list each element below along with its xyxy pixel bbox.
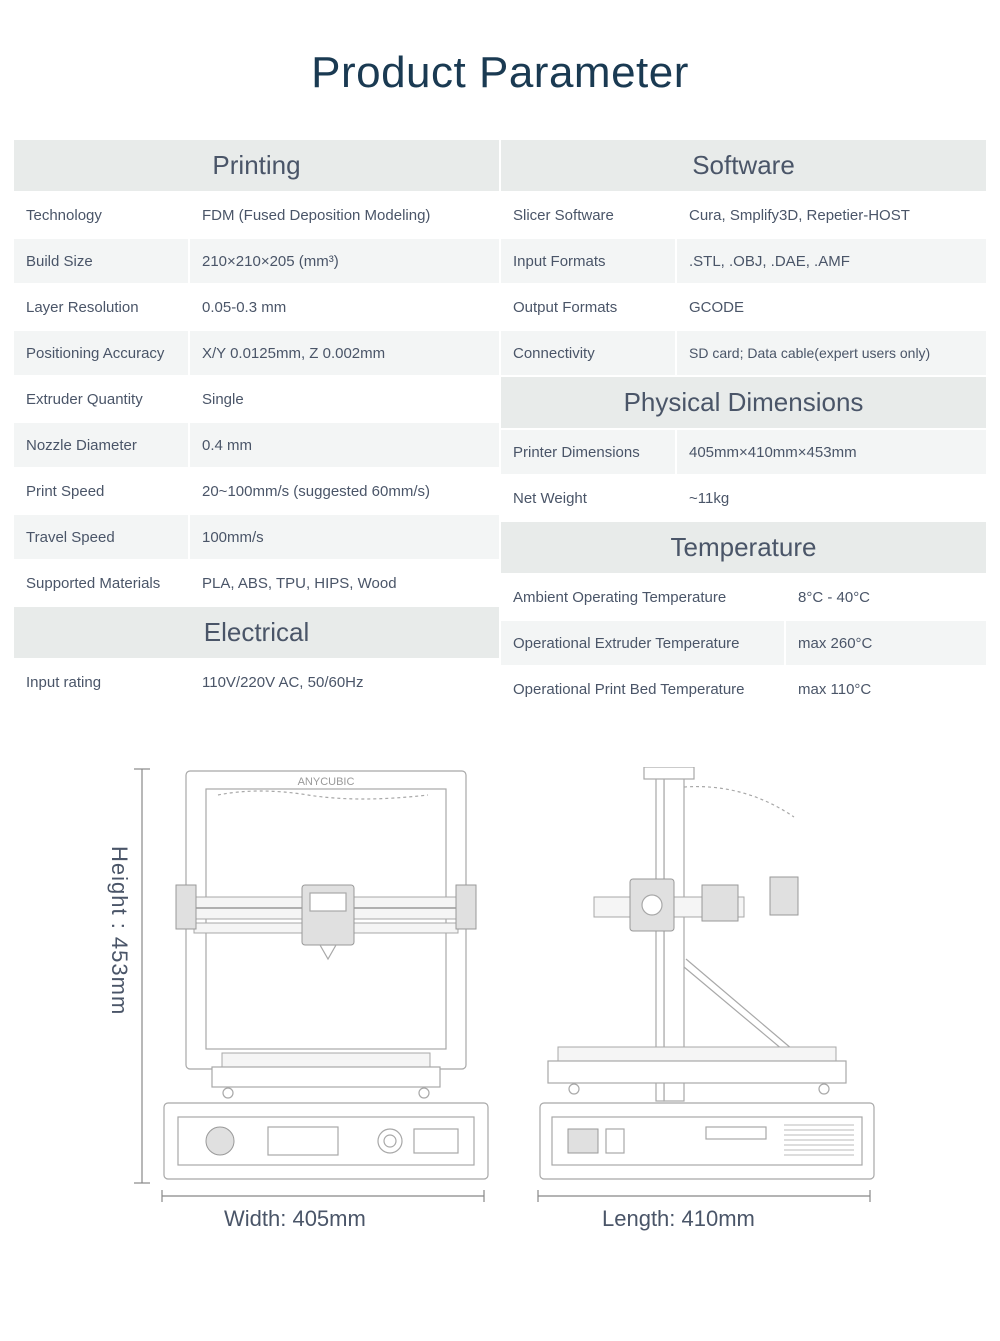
table-row: TechnologyFDM (Fused Deposition Modeling… <box>14 193 499 239</box>
electrical-header: Electrical <box>14 607 499 660</box>
spec-value: ~11kg <box>677 476 986 520</box>
table-row: Travel Speed100mm/s <box>14 515 499 561</box>
spec-value: .STL, .OBJ, .DAE, .AMF <box>677 239 986 283</box>
spec-value: max 110°C <box>786 667 986 711</box>
spec-tables: Printing TechnologyFDM (Fused Deposition… <box>0 140 1000 713</box>
spec-value: SD card; Data cable(expert users only) <box>677 331 986 375</box>
page-title: Product Parameter <box>0 0 1000 140</box>
spec-value: max 260°C <box>786 621 986 665</box>
table-row: Slicer SoftwareCura, Smplify3D, Repetier… <box>501 193 986 239</box>
table-row: Nozzle Diameter0.4 mm <box>14 423 499 469</box>
table-row: Input Formats.STL, .OBJ, .DAE, .AMF <box>501 239 986 285</box>
left-column: Printing TechnologyFDM (Fused Deposition… <box>14 140 499 713</box>
table-row: Printer Dimensions405mm×410mm×453mm <box>501 430 986 476</box>
table-row: Supported MaterialsPLA, ABS, TPU, HIPS, … <box>14 561 499 607</box>
table-row: Ambient Operating Temperature8°C - 40°C <box>501 575 986 621</box>
length-dimension-label: Length: 410mm <box>602 1206 755 1232</box>
spec-label: Slicer Software <box>501 193 677 237</box>
width-dimension-label: Width: 405mm <box>224 1206 366 1232</box>
spec-label: Extruder Quantity <box>14 377 190 421</box>
height-dimension-label: Height : 453mm <box>106 846 132 1015</box>
spec-label: Positioning Accuracy <box>14 331 190 375</box>
table-row: Build Size210×210×205 (mm³) <box>14 239 499 285</box>
table-row: Operational Extruder Temperaturemax 260°… <box>501 621 986 667</box>
spec-value: Cura, Smplify3D, Repetier-HOST <box>677 193 986 237</box>
spec-value: 0.4 mm <box>190 423 499 467</box>
height-dim-line <box>132 761 152 1191</box>
table-row: Positioning AccuracyX/Y 0.0125mm, Z 0.00… <box>14 331 499 377</box>
spec-label: Printer Dimensions <box>501 430 677 474</box>
spec-value: 405mm×410mm×453mm <box>677 430 986 474</box>
table-row: Net Weight~11kg <box>501 476 986 522</box>
spec-value: GCODE <box>677 285 986 329</box>
width-dim-line <box>158 1189 488 1203</box>
table-row: ConnectivitySD card; Data cable(expert u… <box>501 331 986 377</box>
spec-value: 20~100mm/s (suggested 60mm/s) <box>190 469 499 513</box>
printing-header: Printing <box>14 140 499 193</box>
spec-label: Build Size <box>14 239 190 283</box>
length-dim-line <box>534 1189 874 1203</box>
printer-front-view: ANYCUBIC <box>158 767 498 1187</box>
spec-label: Nozzle Diameter <box>14 423 190 467</box>
spec-label: Input rating <box>14 660 190 704</box>
table-row: Extruder QuantitySingle <box>14 377 499 423</box>
spec-value: Single <box>190 377 499 421</box>
spec-label: Print Speed <box>14 469 190 513</box>
right-column: Software Slicer SoftwareCura, Smplify3D,… <box>499 140 986 713</box>
spec-label: Output Formats <box>501 285 677 329</box>
table-row: Output FormatsGCODE <box>501 285 986 331</box>
spec-label: Layer Resolution <box>14 285 190 329</box>
spec-value: 100mm/s <box>190 515 499 559</box>
spec-label: Input Formats <box>501 239 677 283</box>
spec-label: Connectivity <box>501 331 677 375</box>
spec-label: Travel Speed <box>14 515 190 559</box>
spec-value: PLA, ABS, TPU, HIPS, Wood <box>190 561 499 605</box>
spec-label: Net Weight <box>501 476 677 520</box>
table-row: Input rating110V/220V AC, 50/60Hz <box>14 660 499 706</box>
spec-label: Ambient Operating Temperature <box>501 575 786 619</box>
software-header: Software <box>501 140 986 193</box>
spec-value: FDM (Fused Deposition Modeling) <box>190 193 499 237</box>
spec-label: Technology <box>14 193 190 237</box>
spec-label: Operational Print Bed Temperature <box>501 667 786 711</box>
spec-value: X/Y 0.0125mm, Z 0.002mm <box>190 331 499 375</box>
spec-value: 8°C - 40°C <box>786 575 986 619</box>
svg-text:ANYCUBIC: ANYCUBIC <box>298 776 355 788</box>
printer-side-view <box>534 767 884 1187</box>
spec-label: Supported Materials <box>14 561 190 605</box>
spec-value: 0.05-0.3 mm <box>190 285 499 329</box>
spec-label: Operational Extruder Temperature <box>501 621 786 665</box>
table-row: Operational Print Bed Temperaturemax 110… <box>501 667 986 713</box>
table-row: Layer Resolution0.05-0.3 mm <box>14 285 499 331</box>
spec-value: 210×210×205 (mm³) <box>190 239 499 283</box>
physical-header: Physical Dimensions <box>501 377 986 430</box>
table-row: Print Speed20~100mm/s (suggested 60mm/s) <box>14 469 499 515</box>
spec-value: 110V/220V AC, 50/60Hz <box>190 660 499 704</box>
temperature-header: Temperature <box>501 522 986 575</box>
dimension-diagram: Height : 453mm Width: 405mm Length: 410m… <box>14 761 986 1261</box>
